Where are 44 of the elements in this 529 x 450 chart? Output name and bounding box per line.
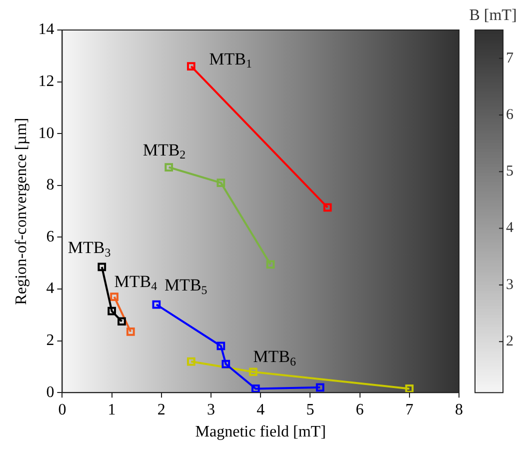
y-tick-label: 0 xyxy=(46,384,54,401)
y-tick-label: 2 xyxy=(46,332,54,350)
x-axis-title: Magnetic field [mT] xyxy=(195,424,326,441)
y-tick-label: 12 xyxy=(38,73,54,90)
point xyxy=(152,300,161,309)
point xyxy=(118,317,126,326)
color-bar-label: 3 xyxy=(506,276,514,293)
y-tick-label: 6 xyxy=(46,228,54,246)
point xyxy=(110,292,118,301)
x-tick-label: 5 xyxy=(306,401,314,418)
point xyxy=(126,328,135,336)
x-tick-label: 1 xyxy=(108,401,116,418)
point xyxy=(266,260,275,269)
point xyxy=(248,368,258,376)
x-tick-label: 4 xyxy=(256,401,265,418)
color-bar-label: 5 xyxy=(506,164,514,180)
point xyxy=(251,384,260,393)
color-bar-label: 6 xyxy=(506,106,514,123)
y-tick-label: 4 xyxy=(46,280,54,298)
y-axis-title: Region-of-convergence [µm] xyxy=(12,118,30,305)
color-bar-label: 4 xyxy=(506,220,514,236)
y-tick-label: 8 xyxy=(46,176,54,194)
x-tick-label: 2 xyxy=(157,401,166,418)
point xyxy=(323,203,332,212)
x-tick-label: 7 xyxy=(405,401,414,418)
x-tick-label: 0 xyxy=(58,401,66,418)
x-tick-label: 3 xyxy=(207,401,215,418)
x-tick-label: 6 xyxy=(356,401,364,418)
y-tick-label: 10 xyxy=(38,124,54,142)
point xyxy=(186,62,196,70)
point xyxy=(222,360,230,368)
point xyxy=(108,306,116,316)
point xyxy=(216,178,226,187)
point xyxy=(98,262,106,272)
point xyxy=(186,357,196,366)
x-tick-label: 8 xyxy=(455,401,463,418)
color-bar-label: 7 xyxy=(506,50,514,66)
point xyxy=(164,163,174,172)
color-bar-title: B [mT] xyxy=(469,7,517,24)
point xyxy=(216,342,226,350)
point xyxy=(316,383,324,392)
point xyxy=(405,384,414,393)
color-bar-label: 2 xyxy=(506,334,514,350)
y-tick-label: 14 xyxy=(38,21,54,38)
